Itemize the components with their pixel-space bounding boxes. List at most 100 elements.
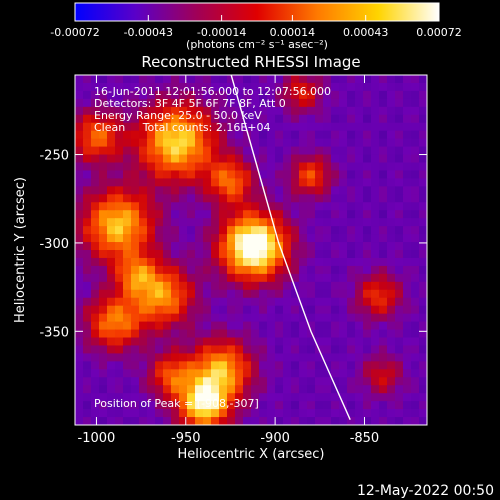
heatmap-cell xyxy=(387,345,396,354)
heatmap-cell xyxy=(123,345,132,354)
heatmap-cell xyxy=(195,417,204,425)
heatmap-cell xyxy=(235,106,244,116)
heatmap-cell xyxy=(227,281,236,291)
heatmap-cell xyxy=(139,289,148,299)
heatmap-cell xyxy=(155,369,164,378)
heatmap-cell xyxy=(115,313,124,323)
heatmap-cell xyxy=(171,122,180,132)
heatmap-cell xyxy=(211,146,220,156)
heatmap-cell xyxy=(147,130,156,140)
heatmap-cell xyxy=(259,369,268,378)
heatmap-cell xyxy=(99,345,108,354)
heatmap-cell xyxy=(403,401,412,410)
heatmap-cell xyxy=(323,289,332,299)
heatmap-cell xyxy=(147,146,156,156)
heatmap-cell xyxy=(347,170,356,179)
heatmap-cell xyxy=(179,369,188,378)
heatmap-cell xyxy=(187,361,196,370)
heatmap-cell xyxy=(163,337,172,347)
heatmap-cell xyxy=(323,138,332,148)
heatmap-cell xyxy=(187,202,196,211)
heatmap-cell xyxy=(307,273,316,283)
heatmap-cell xyxy=(323,194,332,203)
heatmap-cell xyxy=(299,401,308,410)
heatmap-cell xyxy=(379,393,388,402)
heatmap-cell xyxy=(395,289,404,299)
heatmap-cell xyxy=(355,218,364,227)
heatmap-cell xyxy=(115,369,124,378)
heatmap-cell xyxy=(139,242,148,251)
heatmap-cell xyxy=(203,265,212,275)
heatmap-cell xyxy=(155,218,164,227)
heatmap-cell xyxy=(107,218,116,227)
heatmap-cell xyxy=(267,265,276,275)
heatmap-cell xyxy=(179,90,188,100)
heatmap-cell xyxy=(131,369,140,378)
heatmap-cell xyxy=(323,178,332,187)
heatmap-cell xyxy=(171,345,180,354)
heatmap-cell xyxy=(243,75,252,84)
heatmap-cell xyxy=(163,218,172,227)
heatmap-cell xyxy=(419,377,427,386)
heatmap-cell xyxy=(275,154,284,164)
heatmap-cell xyxy=(147,385,156,394)
heatmap-cell xyxy=(323,130,332,140)
heatmap-cell xyxy=(259,377,268,386)
heatmap-cell xyxy=(403,146,412,156)
heatmap-cell xyxy=(387,257,396,267)
heatmap-cell xyxy=(259,90,268,100)
heatmap-cell xyxy=(83,289,92,299)
heatmap-cell xyxy=(251,178,260,187)
heatmap-cell xyxy=(219,289,228,299)
heatmap-cell xyxy=(347,75,356,84)
heatmap-cell xyxy=(227,393,236,402)
heatmap-cell xyxy=(283,98,292,108)
heatmap-cell xyxy=(395,114,404,124)
heatmap-cell xyxy=(251,234,260,243)
heatmap-cell xyxy=(315,385,324,394)
heatmap-cell xyxy=(411,265,420,275)
heatmap-cell xyxy=(147,122,156,132)
heatmap-cell xyxy=(259,234,268,243)
heatmap-cell xyxy=(203,90,212,100)
heatmap-cell xyxy=(203,186,212,195)
heatmap-cell xyxy=(211,417,220,425)
heatmap-cell xyxy=(251,122,260,132)
heatmap-cell xyxy=(307,122,316,132)
heatmap-cell xyxy=(275,377,284,386)
heatmap-cell xyxy=(171,393,180,402)
heatmap-cell xyxy=(139,114,148,124)
heatmap-cell xyxy=(331,417,340,425)
heatmap-cell xyxy=(203,361,212,370)
heatmap-cell xyxy=(131,417,140,425)
heatmap-cell xyxy=(355,265,364,275)
heatmap-cell xyxy=(331,289,340,299)
heatmap-cell xyxy=(379,90,388,100)
heatmap-cell xyxy=(275,361,284,370)
heatmap-cell xyxy=(211,218,220,227)
heatmap-cell xyxy=(219,210,228,219)
heatmap-cell xyxy=(211,273,220,283)
heatmap-cell xyxy=(83,273,92,283)
heatmap-cell xyxy=(107,353,116,362)
heatmap-cell xyxy=(139,409,148,418)
heatmap-cell xyxy=(219,353,228,362)
heatmap-cell xyxy=(331,321,340,331)
heatmap-cell xyxy=(355,170,364,179)
heatmap-cell xyxy=(307,75,316,84)
heatmap-cell xyxy=(379,202,388,211)
heatmap-cell xyxy=(275,345,284,354)
heatmap-cell xyxy=(99,242,108,251)
heatmap-cell xyxy=(283,122,292,132)
heatmap-cell xyxy=(387,409,396,418)
heatmap-cell xyxy=(243,329,252,339)
heatmap-cell xyxy=(387,138,396,148)
heatmap-cell xyxy=(355,234,364,243)
heatmap-cell xyxy=(259,162,268,172)
heatmap-cell xyxy=(243,226,252,235)
heatmap-cell xyxy=(75,98,84,108)
heatmap-cell xyxy=(299,321,308,331)
heatmap-cell xyxy=(123,82,132,92)
heatmap-cell xyxy=(371,226,380,235)
heatmap-cell xyxy=(307,170,316,179)
